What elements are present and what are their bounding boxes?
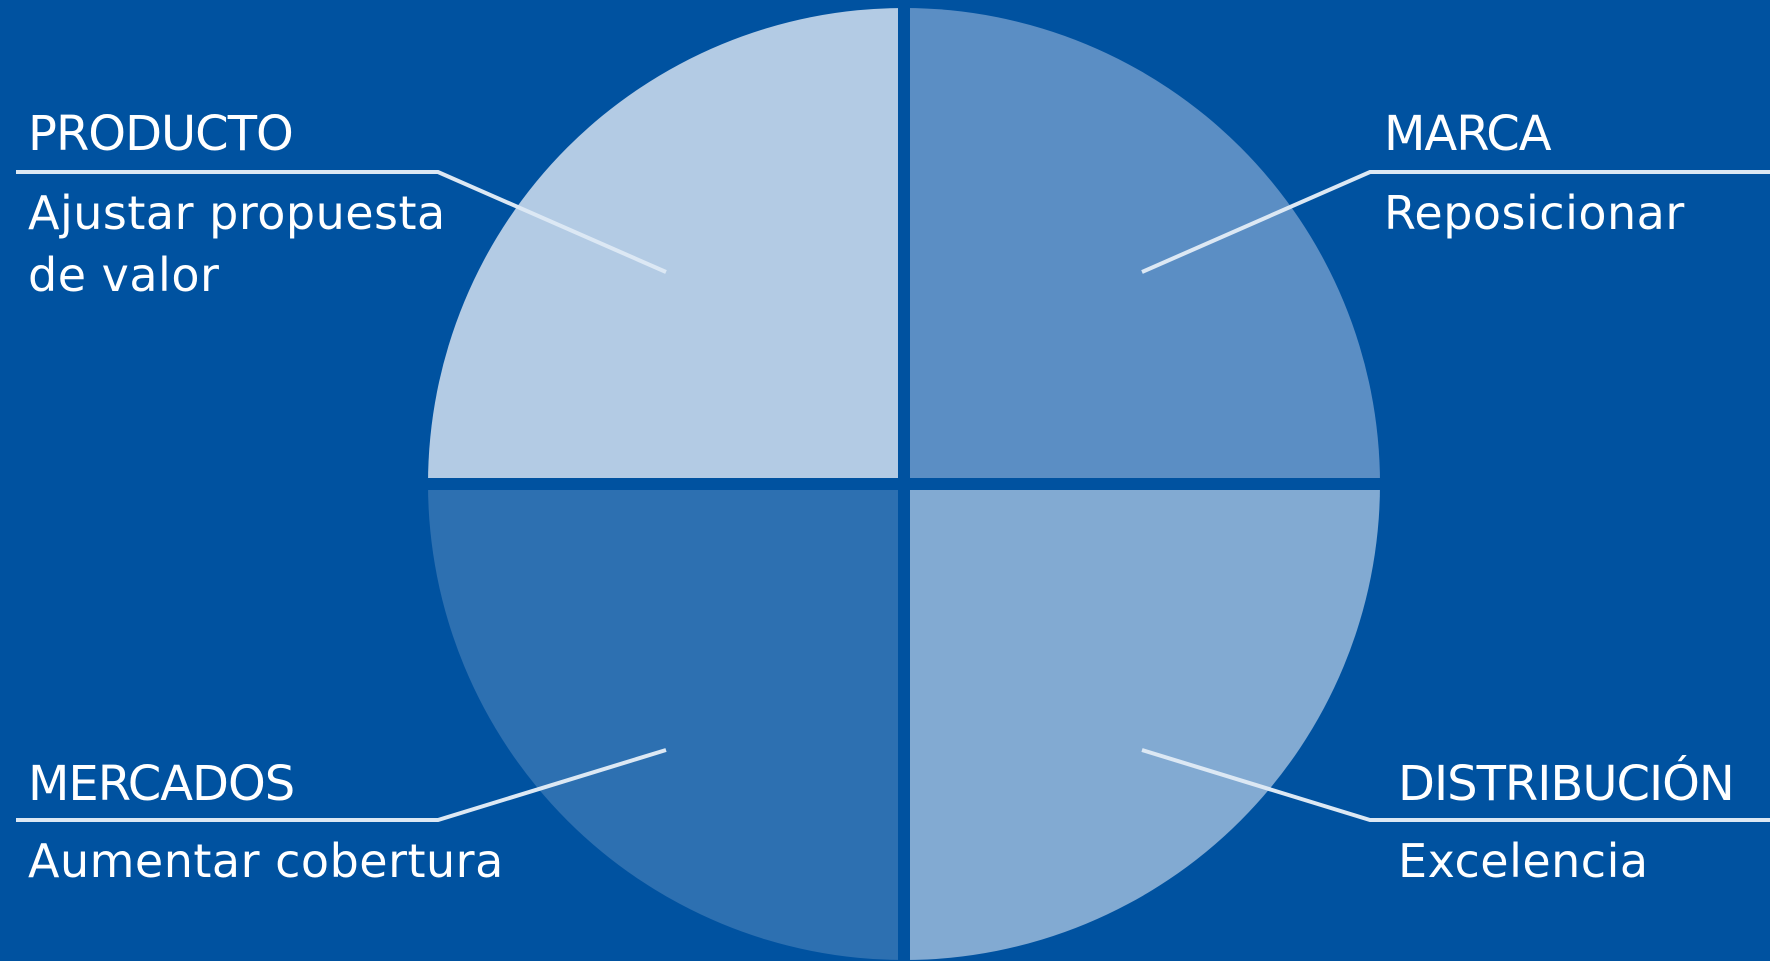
quadrant-title-distribucion: DISTRIBUCIÓN [1398, 756, 1735, 812]
quadrant-title-producto: PRODUCTO [28, 106, 294, 162]
leader-line-marca [1141, 170, 1770, 274]
quadrant-title-mercados: MERCADOS [28, 756, 295, 812]
leader-line-mercados [16, 748, 667, 822]
quadrant-producto [428, 8, 898, 478]
quadrant-distribucion [910, 490, 1380, 960]
quadrant-title-marca: MARCA [1384, 106, 1552, 162]
quadrant-description-producto-line-2: de valor [28, 248, 220, 302]
leader-line-distribucion [1141, 748, 1770, 822]
quadrant-description-producto-line-1: Ajustar propuesta [28, 186, 446, 240]
quadrant-description-mercados: Aumentar cobertura [28, 834, 504, 888]
quadrant-marca [910, 8, 1380, 478]
leader-line-producto [16, 170, 667, 274]
quadrant-description-distribucion: Excelencia [1398, 834, 1649, 888]
quadrant-description-marca: Reposicionar [1384, 186, 1685, 240]
